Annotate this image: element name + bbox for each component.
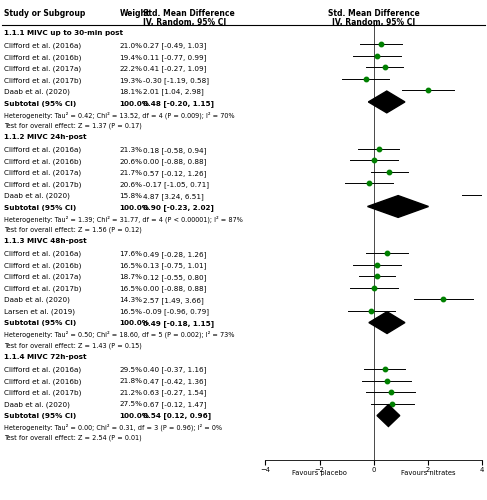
- Text: 14.3%: 14.3%: [119, 297, 143, 303]
- Polygon shape: [368, 196, 429, 218]
- Text: 0.00 [-0.88, 0.88]: 0.00 [-0.88, 0.88]: [143, 286, 206, 292]
- Text: 0.11 [-0.77, 0.99]: 0.11 [-0.77, 0.99]: [143, 54, 206, 61]
- Text: Clifford et al. (2016b): Clifford et al. (2016b): [4, 378, 81, 384]
- Text: 16.5%: 16.5%: [119, 286, 143, 292]
- Text: 2.01 [1.04, 2.98]: 2.01 [1.04, 2.98]: [143, 88, 204, 96]
- Text: 0.18 [-0.58, 0.94]: 0.18 [-0.58, 0.94]: [143, 147, 206, 154]
- Text: 16.5%: 16.5%: [119, 308, 143, 314]
- Text: 0.67 [-0.12, 1.47]: 0.67 [-0.12, 1.47]: [143, 401, 206, 407]
- Text: IV, Random, 95% CI: IV, Random, 95% CI: [143, 18, 226, 27]
- Text: Clifford et al. (2016a): Clifford et al. (2016a): [4, 366, 81, 373]
- Text: 0.57 [-0.12, 1.26]: 0.57 [-0.12, 1.26]: [143, 170, 206, 176]
- Text: Clifford et al. (2016a): Clifford et al. (2016a): [4, 251, 81, 258]
- Text: Heterogeneity: Tau² = 1.39; Chi² = 31.77, df = 4 (P < 0.00001); I² = 87%: Heterogeneity: Tau² = 1.39; Chi² = 31.77…: [4, 216, 243, 223]
- Polygon shape: [377, 404, 400, 426]
- Text: 27.5%: 27.5%: [119, 402, 143, 407]
- Text: 100.0%: 100.0%: [119, 413, 150, 419]
- Text: 0.41 [-0.27, 1.09]: 0.41 [-0.27, 1.09]: [143, 66, 206, 72]
- Text: 2.57 [1.49, 3.66]: 2.57 [1.49, 3.66]: [143, 297, 204, 304]
- Text: 21.7%: 21.7%: [119, 170, 143, 176]
- Text: 0.40 [-0.37, 1.16]: 0.40 [-0.37, 1.16]: [143, 366, 206, 373]
- Text: 22.2%: 22.2%: [119, 66, 143, 72]
- Text: Subtotal (95% CI): Subtotal (95% CI): [4, 413, 76, 419]
- Text: 100.0%: 100.0%: [119, 204, 150, 210]
- Text: 4.87 [3.24, 6.51]: 4.87 [3.24, 6.51]: [143, 193, 204, 200]
- Text: Larsen et al. (2019): Larsen et al. (2019): [4, 308, 75, 315]
- Text: 0.00 [-0.88, 0.88]: 0.00 [-0.88, 0.88]: [143, 158, 206, 165]
- Text: Heterogeneity: Tau² = 0.00; Chi² = 0.31, df = 3 (P = 0.96); I² = 0%: Heterogeneity: Tau² = 0.00; Chi² = 0.31,…: [4, 424, 222, 431]
- Text: 17.6%: 17.6%: [119, 251, 143, 257]
- Text: 1.1.4 MIVC 72h-post: 1.1.4 MIVC 72h-post: [4, 354, 87, 360]
- Text: Std. Mean Difference: Std. Mean Difference: [143, 9, 235, 18]
- Text: -0.09 [-0.96, 0.79]: -0.09 [-0.96, 0.79]: [143, 308, 209, 315]
- Text: Test for overall effect: Z = 1.37 (P = 0.17): Test for overall effect: Z = 1.37 (P = 0…: [4, 122, 142, 129]
- Text: 20.6%: 20.6%: [119, 182, 143, 188]
- Text: Study or Subgroup: Study or Subgroup: [4, 9, 85, 18]
- Text: 21.0%: 21.0%: [119, 43, 143, 49]
- Text: 100.0%: 100.0%: [119, 100, 150, 106]
- Polygon shape: [368, 91, 405, 113]
- Text: Subtotal (95% CI): Subtotal (95% CI): [4, 204, 76, 210]
- Text: 0.63 [-0.27, 1.54]: 0.63 [-0.27, 1.54]: [143, 390, 206, 396]
- Text: -0.17 [-1.05, 0.71]: -0.17 [-1.05, 0.71]: [143, 182, 209, 188]
- Text: Daab et al. (2020): Daab et al. (2020): [4, 401, 70, 407]
- Text: IV, Random, 95% CI: IV, Random, 95% CI: [332, 18, 415, 27]
- Polygon shape: [369, 312, 405, 334]
- Text: 18.7%: 18.7%: [119, 274, 143, 280]
- Text: Clifford et al. (2016b): Clifford et al. (2016b): [4, 158, 81, 165]
- Text: 1.1.1 MIVC up to 30-min post: 1.1.1 MIVC up to 30-min post: [4, 30, 123, 36]
- Text: Clifford et al. (2016a): Clifford et al. (2016a): [4, 43, 81, 50]
- Text: Clifford et al. (2016b): Clifford et al. (2016b): [4, 54, 81, 61]
- Text: 21.2%: 21.2%: [119, 390, 143, 396]
- Text: Favours nitrates: Favours nitrates: [401, 470, 455, 476]
- Text: Clifford et al. (2016a): Clifford et al. (2016a): [4, 147, 81, 154]
- Text: Subtotal (95% CI): Subtotal (95% CI): [4, 100, 76, 106]
- Text: 21.8%: 21.8%: [119, 378, 143, 384]
- Text: 20.6%: 20.6%: [119, 158, 143, 164]
- Text: Clifford et al. (2016b): Clifford et al. (2016b): [4, 262, 81, 269]
- Text: Heterogeneity: Tau² = 0.50; Chi² = 18.60, df = 5 (P = 0.002); I² = 73%: Heterogeneity: Tau² = 0.50; Chi² = 18.60…: [4, 331, 235, 338]
- Text: Subtotal (95% CI): Subtotal (95% CI): [4, 320, 76, 326]
- Text: 0.49 [-0.28, 1.26]: 0.49 [-0.28, 1.26]: [143, 251, 206, 258]
- Text: 21.3%: 21.3%: [119, 147, 143, 153]
- Text: Daab et al. (2020): Daab et al. (2020): [4, 193, 70, 200]
- Text: Clifford et al. (2017a): Clifford et al. (2017a): [4, 66, 81, 72]
- Text: Clifford et al. (2017a): Clifford et al. (2017a): [4, 274, 81, 280]
- Text: Daab et al. (2020): Daab et al. (2020): [4, 297, 70, 304]
- Text: 0.47 [-0.42, 1.36]: 0.47 [-0.42, 1.36]: [143, 378, 206, 384]
- Text: Heterogeneity: Tau² = 0.42; Chi² = 13.52, df = 4 (P = 0.009); I² = 70%: Heterogeneity: Tau² = 0.42; Chi² = 13.52…: [4, 112, 235, 119]
- Text: 16.5%: 16.5%: [119, 262, 143, 268]
- Text: Clifford et al. (2017a): Clifford et al. (2017a): [4, 170, 81, 176]
- Text: Weight: Weight: [119, 9, 150, 18]
- Text: 1.1.2 MIVC 24h-post: 1.1.2 MIVC 24h-post: [4, 134, 87, 140]
- Text: 15.8%: 15.8%: [119, 193, 143, 199]
- Text: 100.0%: 100.0%: [119, 320, 150, 326]
- Text: Test for overall effect: Z = 1.56 (P = 0.12): Test for overall effect: Z = 1.56 (P = 0…: [4, 227, 142, 234]
- Text: 0.90 [-0.23, 2.02]: 0.90 [-0.23, 2.02]: [143, 204, 214, 211]
- Text: 1.1.3 MIVC 48h-post: 1.1.3 MIVC 48h-post: [4, 238, 87, 244]
- Text: Favours placebo: Favours placebo: [292, 470, 347, 476]
- Text: Clifford et al. (2017b): Clifford et al. (2017b): [4, 78, 81, 84]
- Text: 0.27 [-0.49, 1.03]: 0.27 [-0.49, 1.03]: [143, 42, 206, 50]
- Text: Clifford et al. (2017b): Clifford et al. (2017b): [4, 182, 81, 188]
- Text: 0.13 [-0.75, 1.01]: 0.13 [-0.75, 1.01]: [143, 262, 206, 269]
- Text: 18.1%: 18.1%: [119, 89, 143, 95]
- Text: 19.3%: 19.3%: [119, 78, 143, 84]
- Text: 29.5%: 29.5%: [119, 367, 143, 373]
- Text: Test for overall effect: Z = 1.43 (P = 0.15): Test for overall effect: Z = 1.43 (P = 0…: [4, 342, 142, 349]
- Text: 0.49 [-0.18, 1.15]: 0.49 [-0.18, 1.15]: [143, 320, 214, 326]
- Text: -0.30 [-1.19, 0.58]: -0.30 [-1.19, 0.58]: [143, 77, 209, 84]
- Text: Daab et al. (2020): Daab et al. (2020): [4, 89, 70, 96]
- Text: Test for overall effect: Z = 2.54 (P = 0.01): Test for overall effect: Z = 2.54 (P = 0…: [4, 435, 142, 442]
- Text: Std. Mean Difference: Std. Mean Difference: [328, 9, 420, 18]
- Text: Clifford et al. (2017b): Clifford et al. (2017b): [4, 286, 81, 292]
- Text: 0.54 [0.12, 0.96]: 0.54 [0.12, 0.96]: [143, 412, 211, 420]
- Text: Clifford et al. (2017b): Clifford et al. (2017b): [4, 390, 81, 396]
- Text: 0.48 [-0.20, 1.15]: 0.48 [-0.20, 1.15]: [143, 100, 214, 107]
- Text: 0.12 [-0.55, 0.80]: 0.12 [-0.55, 0.80]: [143, 274, 206, 280]
- Text: 19.4%: 19.4%: [119, 54, 143, 60]
